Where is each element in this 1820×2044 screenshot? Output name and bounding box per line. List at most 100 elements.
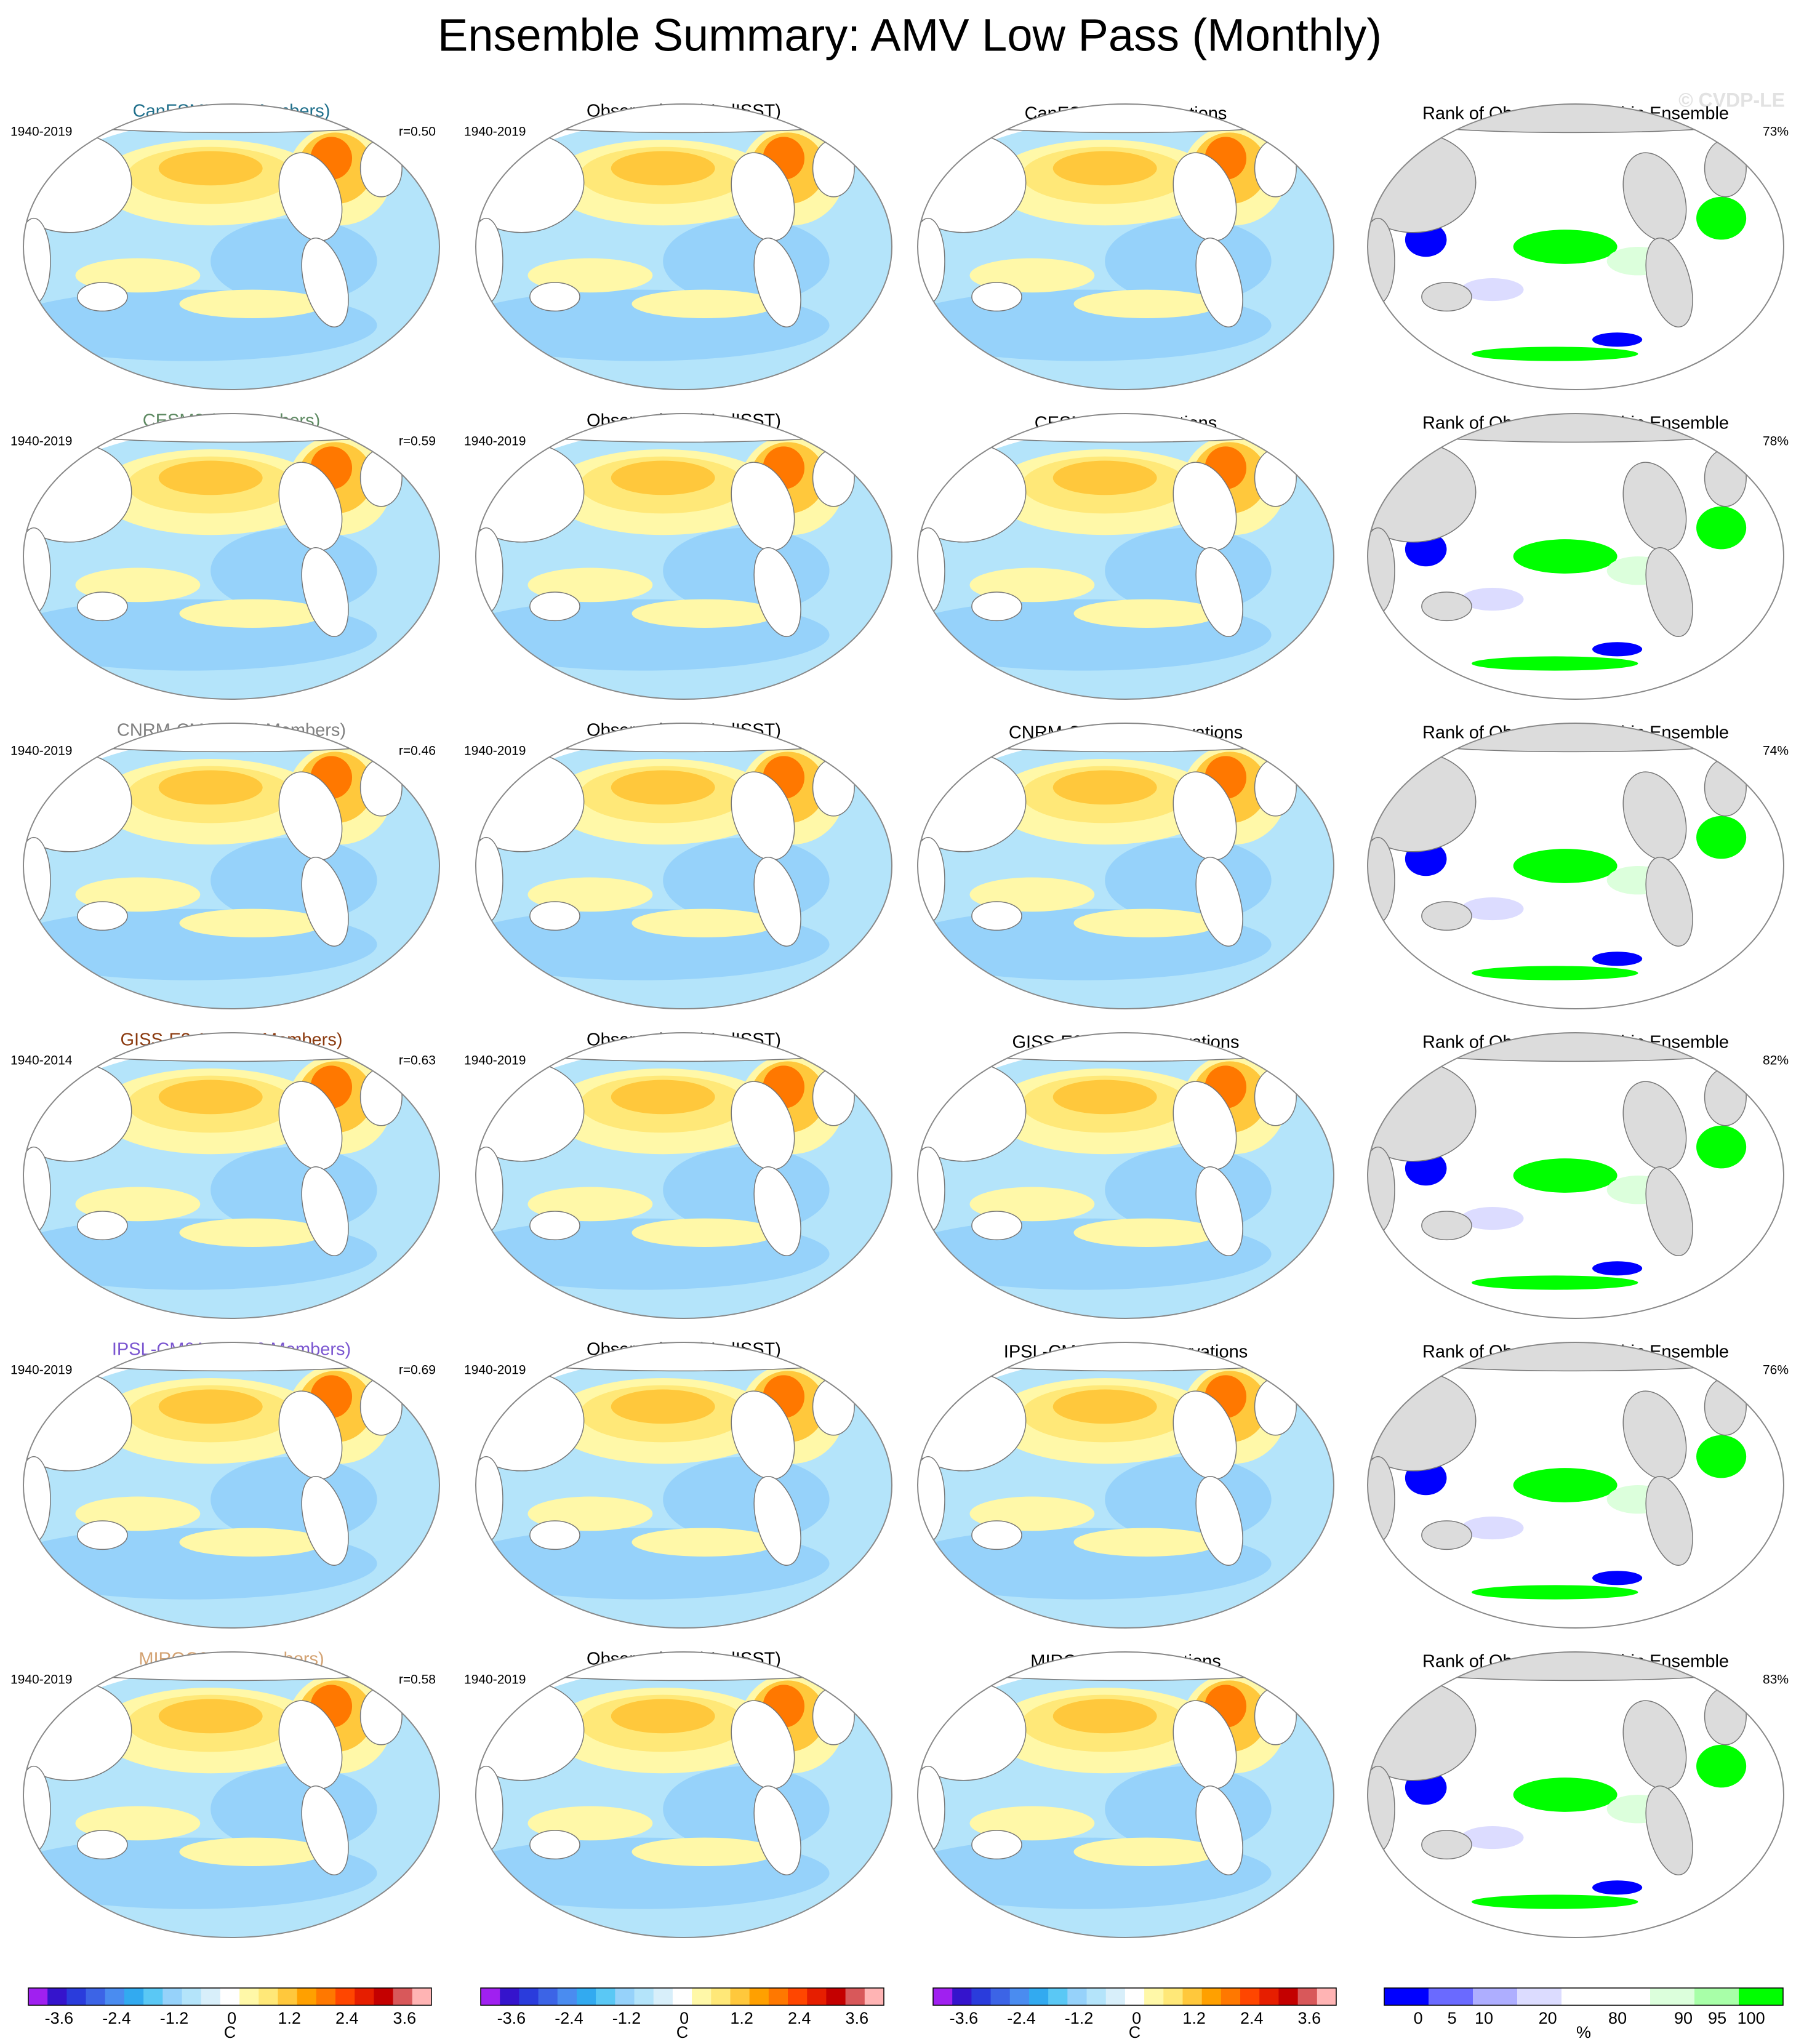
pattern-correlation: r=0.59 xyxy=(399,435,436,449)
map-field xyxy=(1513,1777,1618,1812)
colorbar-swatch xyxy=(1259,1988,1279,2005)
land xyxy=(1421,1211,1472,1241)
map-field xyxy=(1052,151,1157,186)
land xyxy=(971,282,1022,312)
land xyxy=(476,1370,585,1472)
map-panel xyxy=(1368,104,1784,390)
land xyxy=(529,282,580,312)
colorbar-tick-label: 80 xyxy=(1608,2009,1627,2027)
colorbar-swatch xyxy=(124,1988,144,2005)
colorbar-swatch xyxy=(730,1988,750,2005)
model-period: 1940-2019 xyxy=(10,125,72,139)
map-field xyxy=(1513,539,1618,574)
colorbar-swatch xyxy=(1067,1988,1088,2005)
land xyxy=(1645,1785,1693,1875)
colorbar-swatch xyxy=(500,1988,519,2005)
map-panel xyxy=(23,723,439,1009)
pattern-correlation: r=0.58 xyxy=(399,1673,436,1687)
map-field xyxy=(1592,1571,1643,1585)
land xyxy=(278,1390,343,1480)
colorbar-swatch xyxy=(335,1988,355,2005)
land xyxy=(476,1680,585,1781)
colorbar-tick-label: 5 xyxy=(1448,2009,1457,2027)
map-field xyxy=(1052,1389,1157,1424)
land xyxy=(1622,1081,1687,1171)
map-field xyxy=(1472,347,1638,361)
land xyxy=(918,751,1027,852)
colorbar-swatch xyxy=(278,1988,298,2005)
colorbar-swatch xyxy=(1124,1988,1145,2005)
map-field xyxy=(1461,1517,1524,1540)
map-border xyxy=(917,103,1334,390)
map-field xyxy=(631,1218,778,1248)
colorbar-swatch xyxy=(971,1988,992,2005)
colorbar-swatch xyxy=(1297,1988,1318,2005)
colorbar-swatch xyxy=(1429,1988,1473,2005)
map-field xyxy=(1513,1158,1618,1193)
colorbar-swatch xyxy=(374,1988,394,2005)
map-field xyxy=(611,1699,715,1734)
colorbar-swatch xyxy=(201,1988,221,2005)
land xyxy=(753,238,801,327)
land xyxy=(301,1166,349,1256)
land xyxy=(1195,1476,1243,1566)
land xyxy=(1645,1166,1693,1256)
colorbar-swatch xyxy=(788,1988,808,2005)
colorbar-swatch xyxy=(952,1988,972,2005)
land xyxy=(1421,282,1472,312)
map-panel xyxy=(23,414,439,699)
map-field xyxy=(179,1218,326,1248)
land xyxy=(1645,238,1693,327)
colorbar-swatch xyxy=(711,1988,731,2005)
map-panel xyxy=(918,414,1334,699)
land xyxy=(1173,1700,1237,1790)
land xyxy=(1195,857,1243,947)
land xyxy=(301,547,349,637)
obs-period: 1940-2019 xyxy=(464,744,526,758)
land xyxy=(753,1476,801,1566)
colorbar-tick-label: -2.4 xyxy=(1007,2009,1036,2027)
map-field xyxy=(1472,1275,1638,1290)
map-field xyxy=(631,1528,778,1557)
colorbar-tick-label: 0 xyxy=(1132,2009,1141,2027)
land xyxy=(1622,771,1687,861)
land xyxy=(1173,152,1237,242)
colorbar-swatch xyxy=(864,1988,884,2005)
colorbar-swatch xyxy=(807,1988,827,2005)
land xyxy=(731,1390,795,1480)
map-field xyxy=(1513,1468,1618,1502)
colorbar-tick-label: 2.4 xyxy=(335,2009,359,2027)
map-field xyxy=(1461,278,1524,302)
map-field xyxy=(1461,1207,1524,1230)
colorbar-tick-label: -1.2 xyxy=(1065,2009,1094,2027)
map-field xyxy=(1052,1080,1157,1115)
colorbar-swatch xyxy=(355,1988,374,2005)
map-field xyxy=(158,460,263,495)
colorbar-swatch xyxy=(393,1988,413,2005)
land xyxy=(278,462,343,551)
map-panel xyxy=(1368,1652,1784,1938)
figure-title: Ensemble Summary: AMV Low Pass (Monthly) xyxy=(438,10,1382,61)
map-field xyxy=(179,599,326,628)
colorbar-swatch xyxy=(933,1988,953,2005)
land xyxy=(971,1520,1022,1550)
colorbar-tick-label: 0 xyxy=(1414,2009,1423,2027)
land xyxy=(971,1211,1022,1241)
land xyxy=(1195,1785,1243,1875)
map-panel xyxy=(918,1652,1334,1938)
model-period: 1940-2019 xyxy=(10,1673,72,1687)
land xyxy=(1421,591,1472,622)
land xyxy=(23,1680,132,1781)
land xyxy=(1173,1081,1237,1171)
map-panel xyxy=(23,1652,439,1938)
map-field xyxy=(158,1389,263,1424)
colorbar-swatch xyxy=(1317,1988,1337,2005)
colorbar-unit: % xyxy=(1576,2023,1591,2041)
model-period: 1940-2019 xyxy=(10,435,72,449)
land xyxy=(731,771,795,861)
land xyxy=(1645,857,1693,947)
land xyxy=(77,1520,128,1550)
colorbar-swatch xyxy=(672,1988,692,2005)
map-border xyxy=(475,1342,892,1629)
land xyxy=(731,152,795,242)
